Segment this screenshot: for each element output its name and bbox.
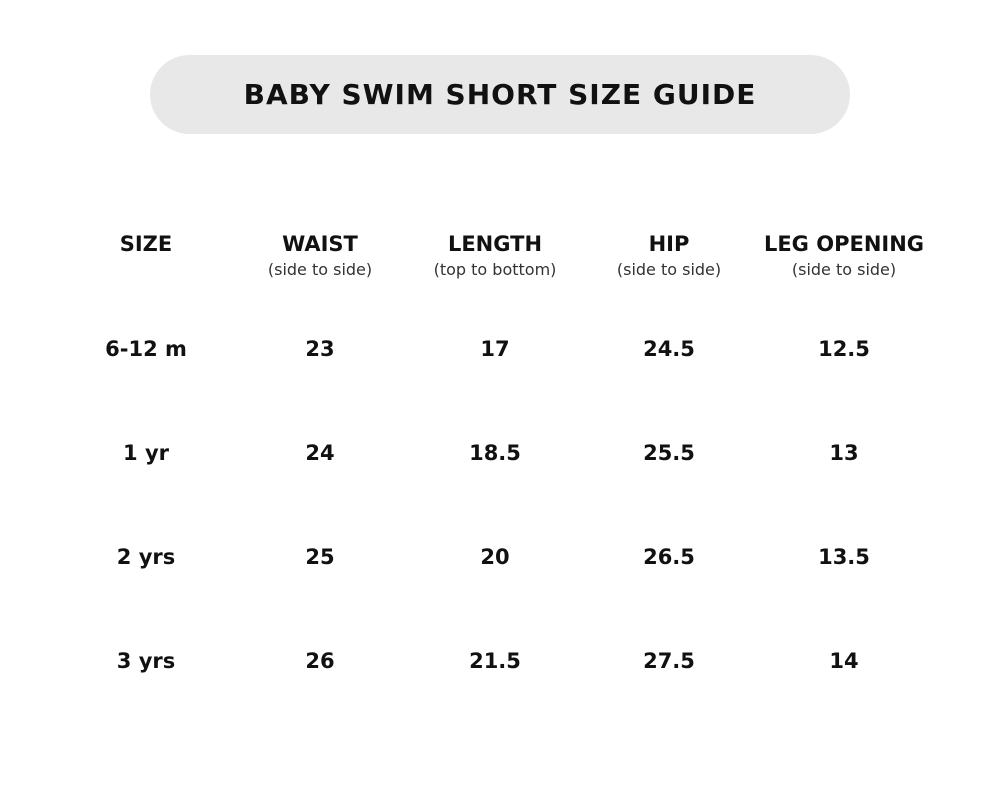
measurement-cell: 17: [480, 337, 510, 361]
column-header: LEG OPENING: [763, 232, 925, 256]
measurement-cell: 24: [305, 441, 335, 465]
measurement-cell: 12.5: [818, 337, 870, 361]
size-label: 1 yr: [123, 441, 169, 465]
measurement-cell: 13: [829, 441, 859, 465]
measurement-cell: 26.5: [643, 545, 695, 569]
size-label: 3 yrs: [116, 649, 176, 673]
title-banner: BABY SWIM SHORT SIZE GUIDE: [150, 55, 850, 134]
measurement-cell: 27.5: [643, 649, 695, 673]
measurement-cell: 26: [305, 649, 335, 673]
measurement-cell: 21.5: [469, 649, 521, 673]
column-header: SIZE: [119, 232, 173, 256]
page-title: BABY SWIM SHORT SIZE GUIDE: [243, 78, 757, 111]
column-header: LENGTH: [447, 232, 543, 256]
column-header: WAIST: [282, 232, 358, 256]
column-subheader: (side to side): [791, 260, 897, 279]
measurement-cell: 25.5: [643, 441, 695, 465]
size-label: 6-12 m: [105, 337, 187, 361]
size-label: 2 yrs: [116, 545, 176, 569]
measurement-cell: 18.5: [469, 441, 521, 465]
column-subheader: (top to bottom): [433, 260, 557, 279]
measurement-cell: 20: [480, 545, 510, 569]
column-subheader: (side to side): [267, 260, 373, 279]
measurement-cell: 23: [305, 337, 335, 361]
column-subheader: (side to side): [616, 260, 722, 279]
measurement-cell: 14: [829, 649, 859, 673]
measurement-cell: 24.5: [643, 337, 695, 361]
measurement-cell: 13.5: [818, 545, 870, 569]
column-header: HIP: [648, 232, 690, 256]
measurement-cell: 25: [305, 545, 335, 569]
